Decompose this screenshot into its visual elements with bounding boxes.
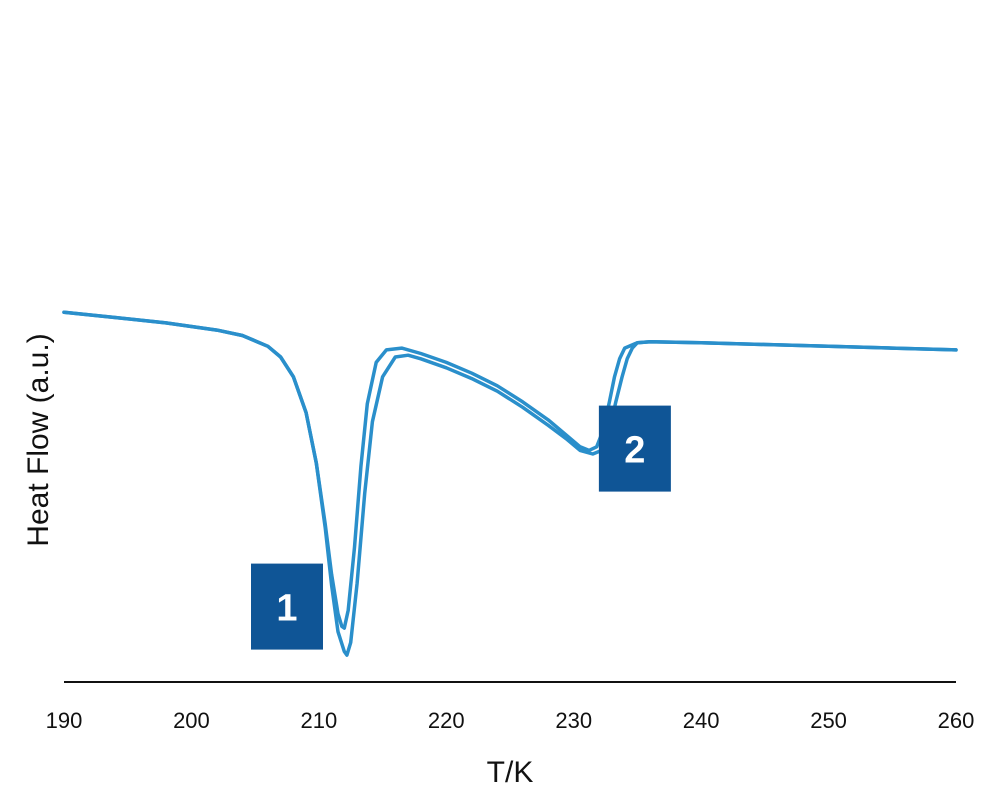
series-layer <box>62 310 958 657</box>
peak-label-2: 2 <box>598 405 671 492</box>
x-tick-label: 260 <box>938 708 975 733</box>
peak-label-1: 1 <box>251 563 323 650</box>
peak-labels: 12 <box>251 405 671 650</box>
peak-label-box <box>251 563 323 650</box>
peak-label-box <box>598 405 671 492</box>
x-tick-label: 210 <box>300 708 337 733</box>
x-tick-label: 250 <box>810 708 847 733</box>
x-tick-label: 220 <box>428 708 465 733</box>
peak-label-text: 2 <box>624 430 645 472</box>
peak-label-text: 1 <box>276 588 297 630</box>
x-tick-labels: 190 200 210 220 230 240 250 260 <box>46 708 975 733</box>
series-line-2 <box>62 310 958 657</box>
x-tick-label: 240 <box>683 708 720 733</box>
x-axis-title: T/K <box>487 756 534 789</box>
y-axis-title: Heat Flow (a.u.) <box>22 333 55 546</box>
series-line-1 <box>62 310 958 630</box>
x-tick-label: 230 <box>555 708 592 733</box>
x-tick-label: 200 <box>173 708 210 733</box>
x-tick-label: 190 <box>46 708 83 733</box>
